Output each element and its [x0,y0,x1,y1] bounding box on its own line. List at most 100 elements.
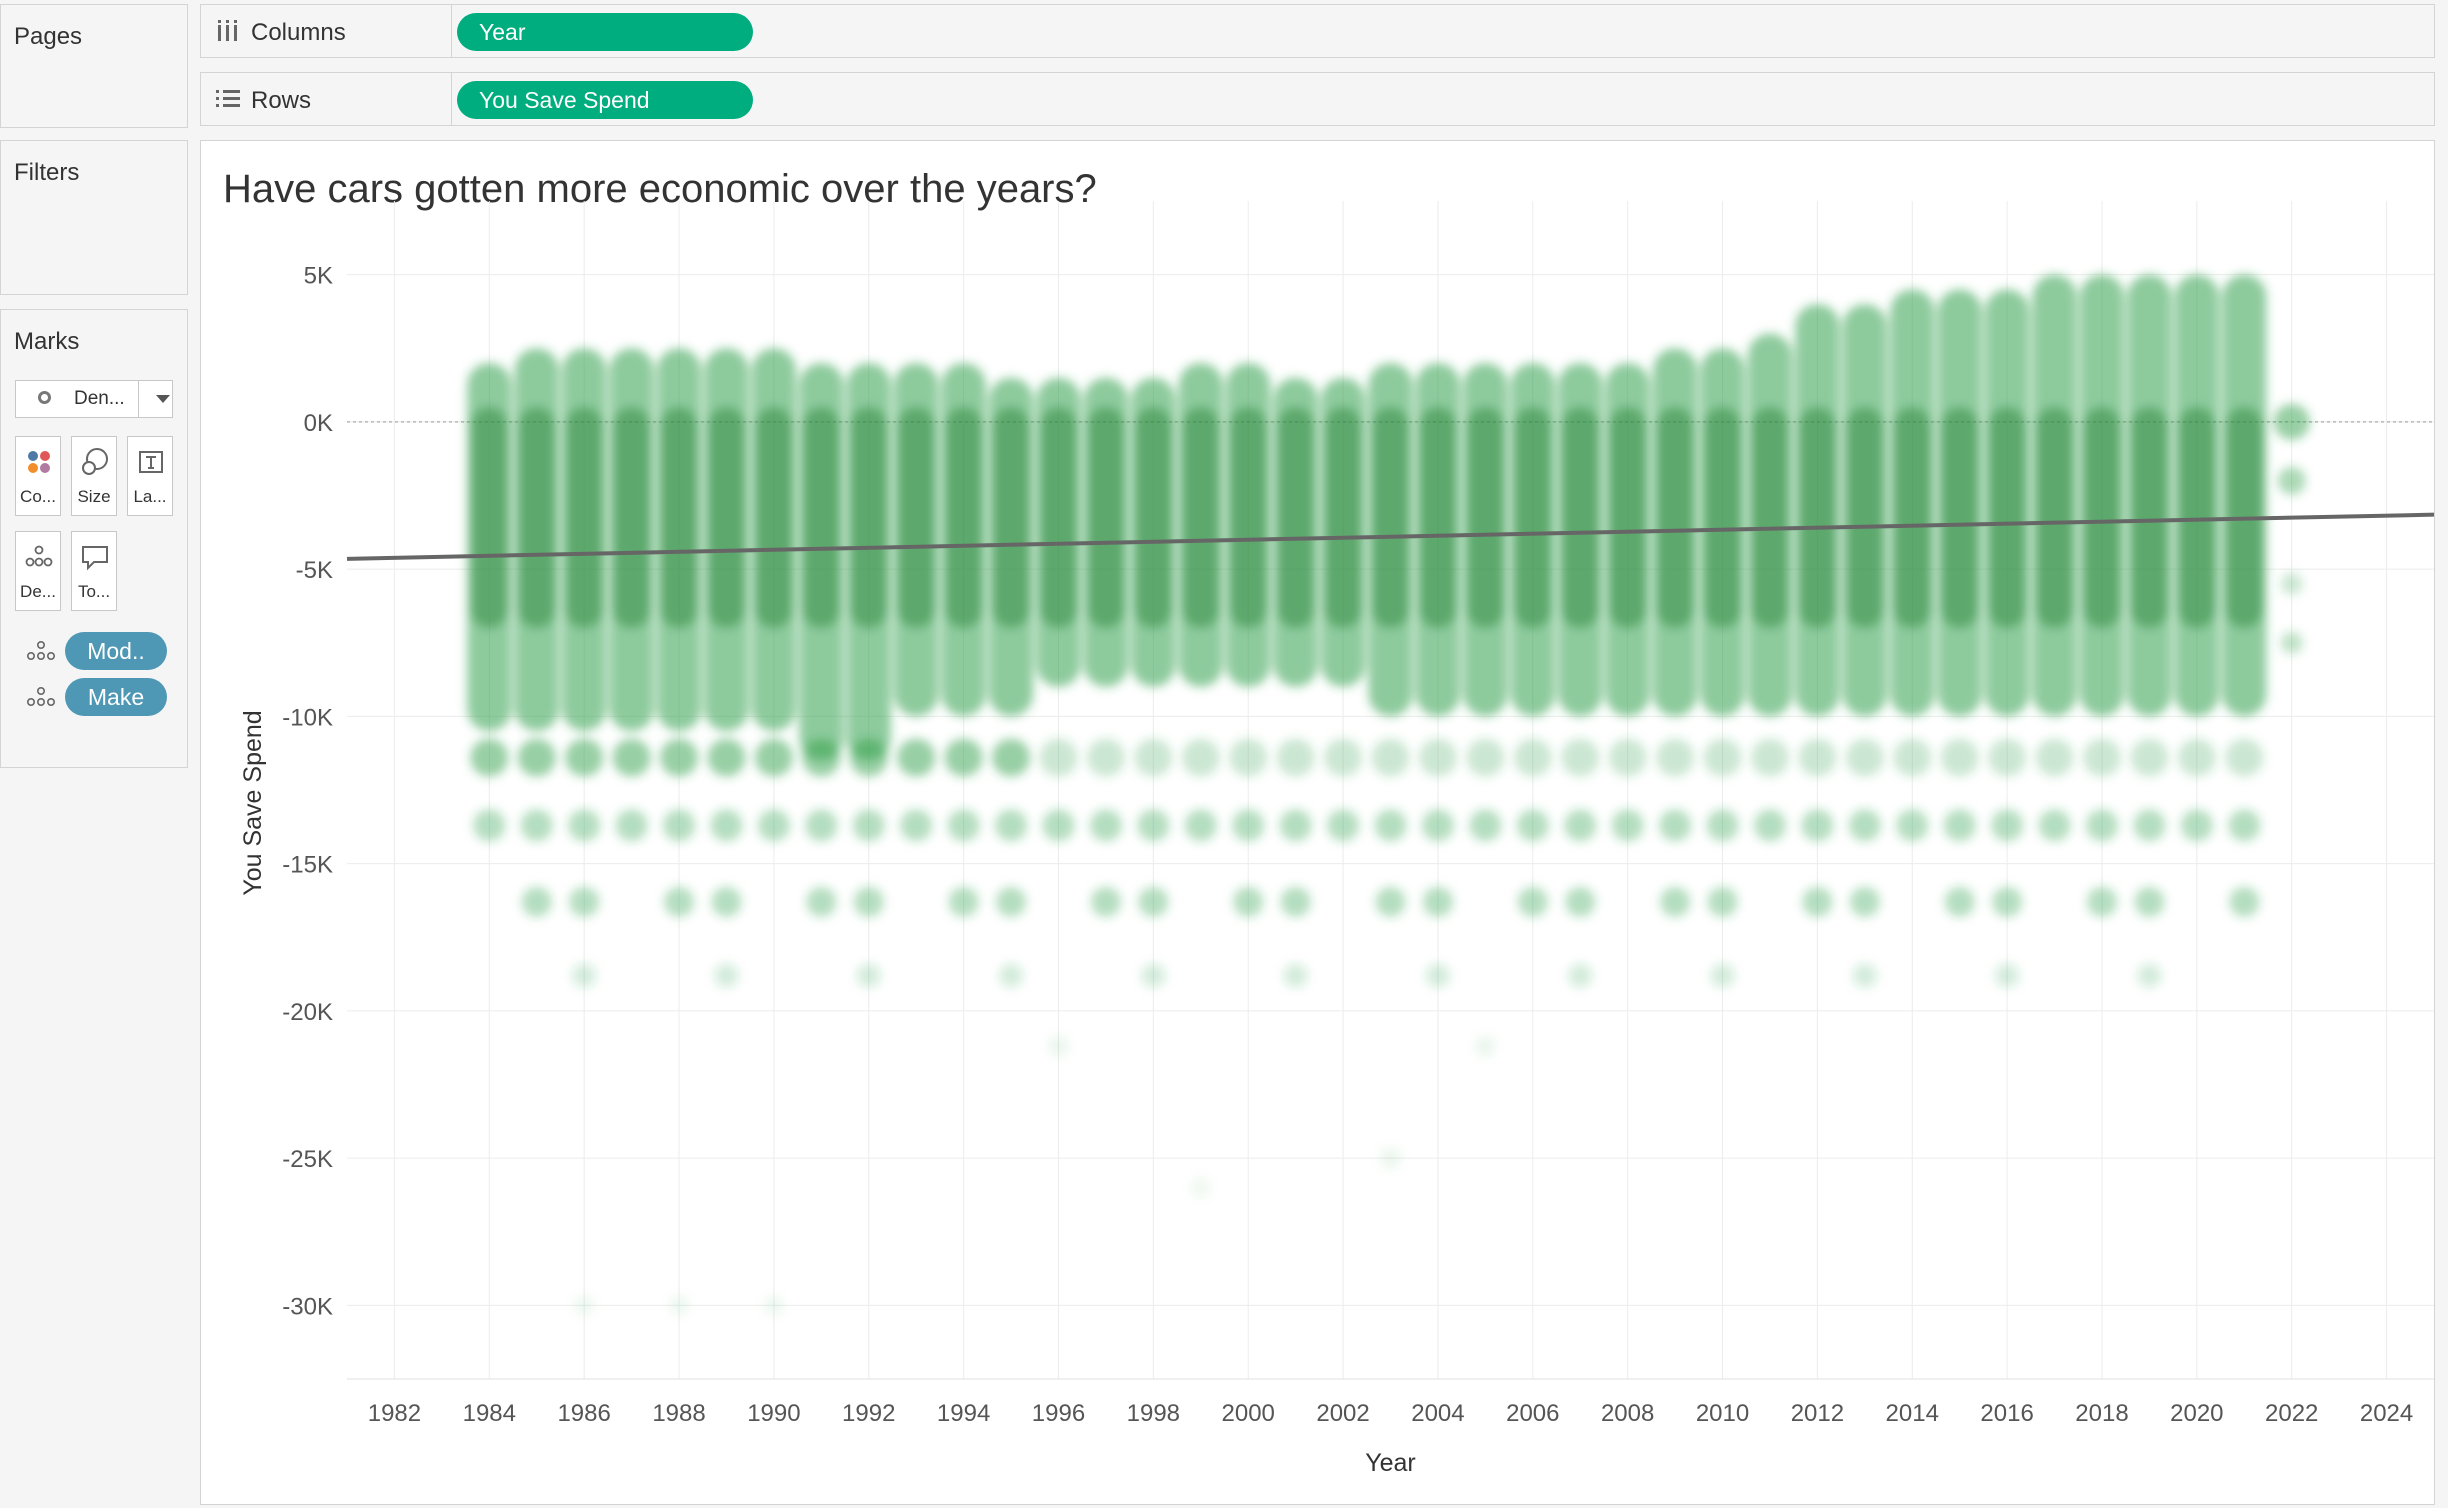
density-core [1135,407,1172,629]
y-tick-label: 0K [304,410,333,437]
y-axis-title: You Save Spend [239,710,267,895]
density-point [1141,963,1166,988]
x-tick-label: 1982 [368,1400,421,1427]
density-core [2083,407,2120,629]
density-point [1988,738,2027,777]
density-core [1325,407,1362,629]
filters-label: Filters [14,159,80,186]
density-point [1991,809,2024,842]
density-point [2225,738,2264,777]
density-point [1229,738,1268,777]
size-button[interactable]: Size [71,436,117,516]
make-detail-pill[interactable]: Make [65,678,167,716]
density-point [520,809,553,842]
density-point [1039,738,1078,777]
rows-shelf-header: Rows [201,73,452,125]
density-point [1656,738,1695,777]
density-point [660,738,699,777]
x-tick-label: 2010 [1696,1400,1749,1427]
density-core [708,407,745,629]
rows-shelf[interactable]: Rows You Save Spend [200,72,2435,126]
density-point [2177,738,2216,777]
chevron-down-icon[interactable] [156,395,170,403]
density-point [1707,886,1738,917]
columns-shelf-header: Columns [201,5,452,57]
density-core [1467,407,1504,629]
y-tick-label: -25K [282,1146,333,1173]
density-core [945,407,982,629]
tooltip-button[interactable]: To... [71,531,117,611]
density-core [2036,407,2073,629]
filters-card[interactable]: Filters [0,140,188,295]
pages-card[interactable]: Pages [0,4,188,128]
density-point [1944,886,1975,917]
x-tick-label: 2012 [1791,1400,1844,1427]
model-detail-pill[interactable]: Mod.. [65,632,167,670]
density-core [1087,407,1124,629]
density-point [1660,886,1691,917]
density-core [1230,407,1267,629]
x-tick-label: 2004 [1411,1400,1464,1427]
density-core [1277,407,1314,629]
x-axis-title: Year [1365,1449,1416,1477]
density-point [2035,738,2074,777]
density-point [574,1295,595,1316]
detail-button-label: De... [20,582,56,601]
color-button-label: Co... [20,487,56,506]
detail-button[interactable]: De... [15,531,61,611]
x-tick-label: 1984 [463,1400,516,1427]
density-point [1659,809,1692,842]
density-core [1182,407,1219,629]
density-point [1086,738,1125,777]
marks-card: Marks Den... Co... Size La... [0,309,188,768]
year-pill[interactable]: Year [457,13,753,51]
density-core [1941,407,1978,629]
density-chart[interactable]: 1982 1984 1986 1988 1990 1992 1994 1996 1998 2000… [201,141,2434,1504]
density-point [1561,738,1600,777]
density-point [1753,809,1786,842]
density-point [852,809,885,842]
you-save-spend-pill[interactable]: You Save Spend [457,81,753,119]
pages-label: Pages [14,23,83,50]
color-icon [28,451,50,473]
density-core [613,407,650,629]
detail-icon [27,640,55,661]
density-core [898,407,935,629]
density-point [1475,1036,1496,1057]
density-point [2277,466,2306,495]
density-point [2038,809,2071,842]
x-tick-label: 2022 [2265,1400,2318,1427]
columns-shelf[interactable]: Columns Year [200,4,2435,58]
density-point [944,738,983,777]
density-core [2178,407,2215,629]
density-point [1940,738,1979,777]
size-button-label: Size [77,487,111,506]
density-core [850,407,887,629]
y-tick-label: -15K [282,852,333,879]
density-point [1421,809,1454,842]
density-point [1703,738,1742,777]
density-point [1469,809,1502,842]
density-core [755,407,792,629]
density-point [1801,809,1834,842]
detail-icon [25,545,53,567]
color-button[interactable]: Co... [15,436,61,516]
view-title: Have cars gotten more economic over the … [223,167,1097,211]
density-point [2228,809,2261,842]
trend-line-layer [346,512,2434,561]
density-point [1233,886,1264,917]
density-point [2180,809,2213,842]
density-point [763,1295,784,1316]
label-button[interactable]: La... [127,436,173,516]
density-point [1276,738,1315,777]
density-point [1190,1177,1211,1198]
size-icon [82,448,108,475]
density-core [1846,407,1883,629]
density-point [2137,963,2162,988]
density-point [856,963,881,988]
density-point [1706,809,1739,842]
density-point [1374,809,1407,842]
density-point [995,809,1028,842]
mark-type-dropdown[interactable]: Den... [15,380,173,418]
density-point [1089,809,1122,842]
